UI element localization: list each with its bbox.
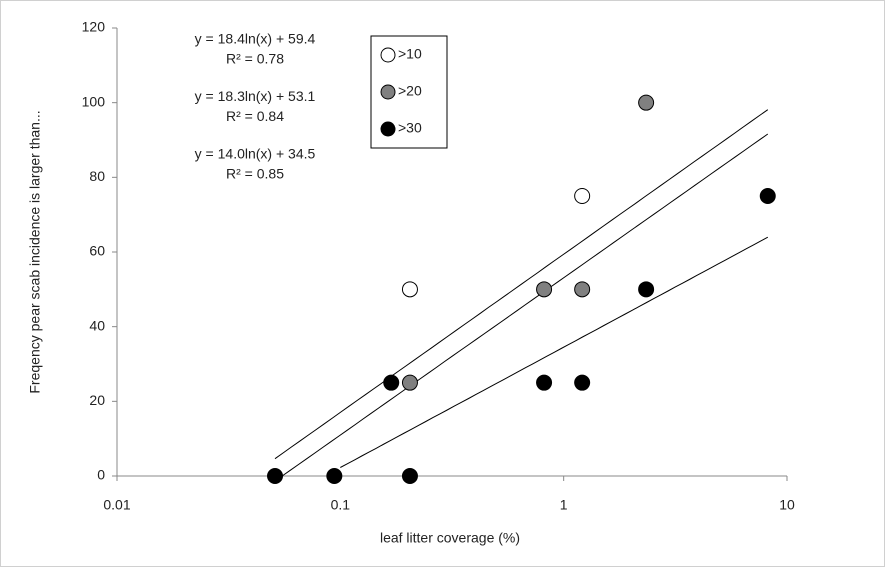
point — [574, 374, 591, 391]
point — [536, 281, 553, 298]
trend-equation: y = 14.0ln(x) + 34.5 — [195, 146, 316, 162]
trendline — [282, 133, 769, 477]
legend-label: >30 — [398, 120, 422, 136]
legend-marker — [380, 84, 396, 100]
x-tick-label: 1 — [560, 497, 568, 513]
x-tick-label: 0.1 — [331, 497, 351, 513]
y-tick-label: 80 — [89, 168, 105, 184]
legend-label: >20 — [398, 83, 422, 99]
point — [326, 468, 343, 484]
point — [401, 281, 418, 298]
y-tick-label: 20 — [89, 392, 105, 408]
point — [401, 468, 418, 484]
point — [574, 188, 591, 204]
trendline — [274, 109, 769, 460]
point — [638, 94, 655, 111]
point — [759, 188, 776, 204]
y-tick-label: 100 — [82, 93, 106, 109]
trend-equation: y = 18.3ln(x) + 53.1 — [195, 88, 316, 104]
x-tick-label: 0.01 — [103, 497, 130, 513]
y-tick-label: 40 — [89, 317, 105, 333]
legend-marker — [380, 47, 396, 63]
x-axis-label: leaf litter coverage (%) — [380, 530, 520, 546]
point — [267, 468, 284, 484]
point — [638, 281, 655, 298]
y-tick-label: 120 — [82, 19, 106, 35]
point — [536, 374, 553, 391]
y-tick-label: 0 — [97, 467, 105, 483]
trend-equation: y = 18.4ln(x) + 59.4 — [195, 31, 316, 47]
y-tick-label: 60 — [89, 243, 105, 259]
trend-r2: R² = 0.84 — [226, 108, 284, 124]
trend-r2: R² = 0.85 — [226, 166, 284, 182]
point — [383, 374, 400, 391]
point — [401, 374, 418, 391]
trend-r2: R² = 0.78 — [226, 51, 284, 67]
point — [574, 281, 591, 298]
trendline — [340, 236, 769, 468]
legend-label: >10 — [398, 46, 422, 62]
y-axis-label: Freqency pear scab incidence is larger t… — [27, 110, 43, 393]
legend-marker — [380, 121, 396, 137]
x-tick-label: 10 — [779, 497, 795, 513]
